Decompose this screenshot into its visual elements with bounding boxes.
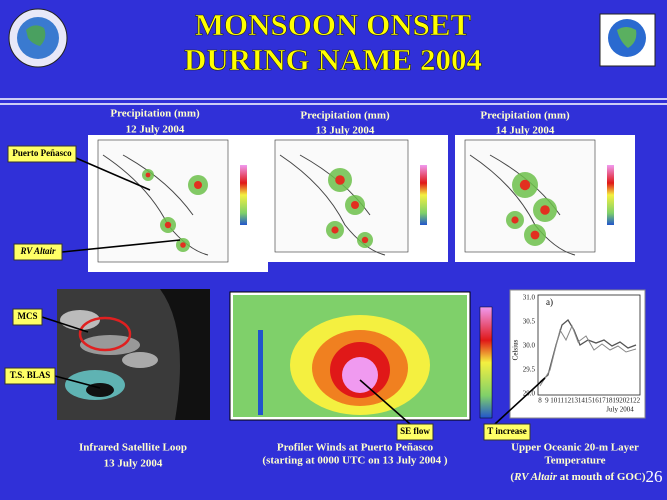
caption-part: ( xyxy=(510,471,514,483)
map-date: 14 July 2004 xyxy=(496,125,555,137)
callout-box xyxy=(4,367,56,385)
y-tick-label: 30.0 xyxy=(523,342,536,350)
caption-part: RV Altair xyxy=(513,471,558,483)
caption: Temperature xyxy=(544,455,605,467)
page-number: 26 xyxy=(646,467,663,486)
map-title: Precipitation (mm) xyxy=(110,108,200,120)
rain-core xyxy=(194,181,202,189)
x-tick-label: 18 xyxy=(606,397,614,405)
callout: T increase xyxy=(487,426,526,436)
axis-label: Celsius xyxy=(512,339,520,360)
callout: Puerto Peñasco xyxy=(12,148,72,158)
right-logo xyxy=(599,13,656,67)
x-tick-label: 9 xyxy=(545,397,549,405)
map-area xyxy=(97,139,229,263)
left-logo xyxy=(8,8,68,68)
rain-core xyxy=(164,221,172,229)
x-tick-label: 21 xyxy=(626,397,634,405)
arrow xyxy=(61,239,181,253)
x-tick-label: 15 xyxy=(585,397,593,405)
map-date: 13 July 2004 xyxy=(316,125,375,137)
map-title: Precipitation (mm) xyxy=(480,110,570,122)
arrow xyxy=(494,377,546,425)
title: MONSOON ONSET xyxy=(195,7,472,42)
caption: (starting at 0000 UTC on 13 July 2004 ) xyxy=(262,455,448,467)
precipitation-map xyxy=(455,135,635,262)
panel-label: a) xyxy=(546,297,553,307)
satellite-image xyxy=(57,289,210,420)
x-tick-label: 17 xyxy=(599,397,607,405)
rain-core xyxy=(180,242,186,248)
arrow xyxy=(75,157,151,191)
color-bar xyxy=(420,165,427,225)
caption: Infrared Satellite Loop xyxy=(79,442,187,454)
caption-part: at mouth of GOC) xyxy=(557,471,646,483)
caption: 13 July 2004 xyxy=(104,458,163,470)
x-tick-label: 22 xyxy=(633,397,641,405)
callout: SE flow xyxy=(400,426,430,436)
rain-core xyxy=(511,216,519,224)
callout: T.S. BLAS xyxy=(10,370,51,380)
x-tick-label: 11 xyxy=(557,397,564,405)
y-tick-label: 31.0 xyxy=(523,294,536,302)
arrow xyxy=(359,379,411,425)
arrow xyxy=(41,316,89,333)
precipitation-map xyxy=(88,135,268,272)
x-tick-label: 13 xyxy=(571,397,579,405)
title: DURING NAME 2004 xyxy=(184,42,482,77)
coastline xyxy=(279,154,386,256)
rain-core xyxy=(331,226,339,234)
precipitation-map xyxy=(265,135,448,262)
callout-box xyxy=(483,423,531,441)
rain-core xyxy=(351,201,359,209)
rain-core xyxy=(530,230,540,240)
rain-core xyxy=(335,175,345,185)
x-tick-label: 14 xyxy=(578,397,586,405)
profiler-image xyxy=(229,291,493,421)
callout-box xyxy=(396,423,434,441)
map-title: Precipitation (mm) xyxy=(300,110,390,122)
rain-core xyxy=(540,205,550,215)
map-date: 12 July 2004 xyxy=(126,124,185,136)
caption: Profiler Winds at Puerto Peñasco xyxy=(277,442,434,454)
y-tick-label: 29.5 xyxy=(523,366,536,374)
x-axis-label: July 2004 xyxy=(606,406,634,414)
x-tick-label: 8 xyxy=(538,397,542,405)
x-tick-label: 19 xyxy=(612,397,620,405)
callout: RV Altair xyxy=(19,246,56,256)
caption: Upper Oceanic 20-m Layer xyxy=(511,442,639,454)
rain-core xyxy=(519,179,531,191)
arrow xyxy=(54,375,101,389)
rain-core xyxy=(361,236,369,244)
temperature-chart: a)Celsius31.030.530.029.529.089101112131… xyxy=(509,289,646,419)
rain-core xyxy=(145,172,151,178)
x-tick-label: 16 xyxy=(592,397,600,405)
x-tick-label: 10 xyxy=(550,397,558,405)
y-tick-label: 30.5 xyxy=(523,318,536,326)
coastline xyxy=(122,154,194,216)
x-tick-label: 12 xyxy=(564,397,572,405)
callout-box xyxy=(7,145,77,163)
callout-box xyxy=(12,308,43,326)
caption: (RV Altair at mouth of GOC) xyxy=(510,471,646,483)
x-tick-label: 20 xyxy=(619,397,627,405)
callout: MCS xyxy=(18,311,38,321)
color-bar xyxy=(607,165,614,225)
callout-box xyxy=(13,243,63,261)
color-bar xyxy=(240,165,247,225)
